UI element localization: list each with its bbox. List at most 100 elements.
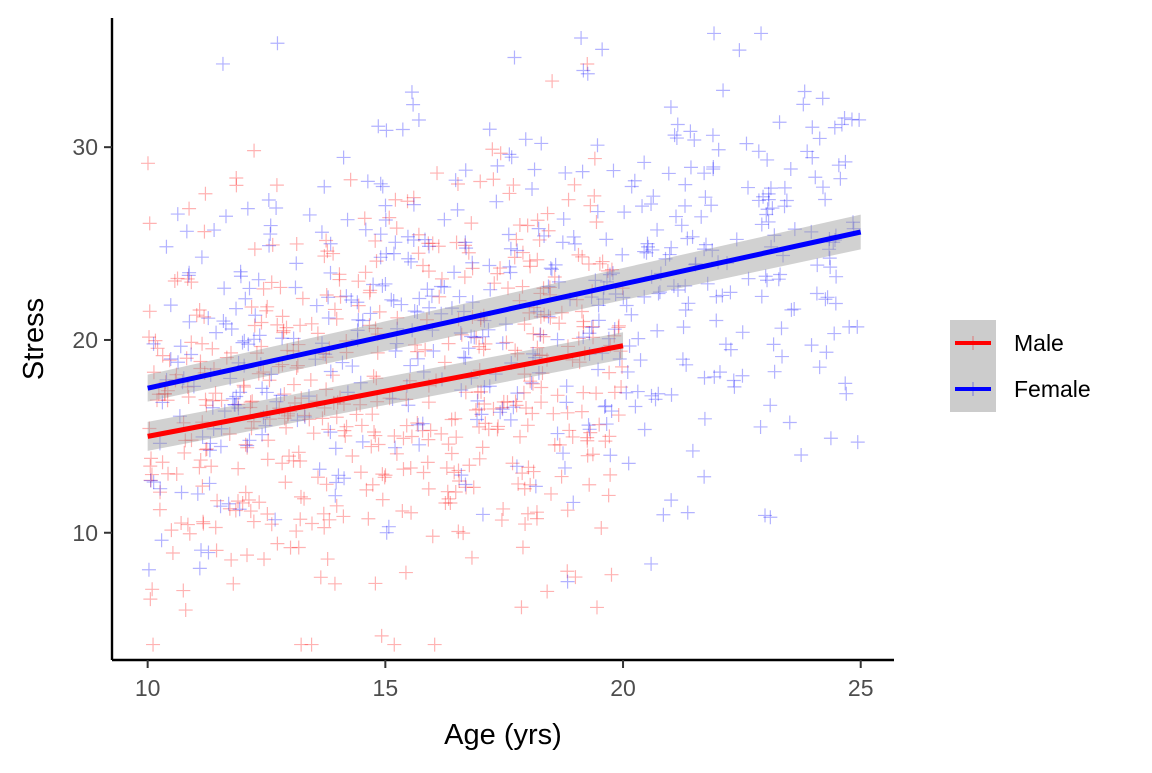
point-marker: [489, 194, 504, 209]
legend: Male Female: [950, 320, 1091, 412]
point-marker: [581, 256, 596, 271]
point-marker: [157, 387, 172, 402]
point-marker: [597, 399, 612, 414]
point-marker: [151, 387, 166, 402]
point-marker: [496, 501, 511, 516]
point-marker: [366, 277, 381, 292]
point-marker: [452, 289, 467, 304]
point-marker: [517, 367, 532, 382]
point-marker: [239, 548, 254, 563]
point-marker: [268, 512, 283, 527]
point-marker: [574, 30, 589, 45]
point-marker: [815, 180, 830, 195]
point-marker: [368, 576, 383, 591]
point-marker: [357, 211, 372, 226]
point-marker: [534, 136, 549, 151]
point-marker: [262, 373, 277, 388]
point-marker: [707, 26, 722, 41]
point-marker: [209, 543, 224, 558]
point-marker: [176, 583, 191, 598]
point-marker: [470, 385, 485, 400]
point-marker: [247, 318, 262, 333]
point-marker: [512, 429, 527, 444]
point-marker: [322, 512, 337, 527]
point-marker: [437, 212, 452, 227]
point-marker: [475, 507, 490, 522]
point-marker: [143, 459, 158, 474]
point-marker: [587, 188, 602, 203]
point-marker: [541, 309, 556, 324]
point-marker: [760, 273, 775, 288]
point-marker: [619, 298, 634, 313]
point-marker: [498, 317, 513, 332]
point-marker: [837, 110, 852, 125]
point-marker: [477, 397, 492, 412]
point-marker: [465, 255, 480, 270]
point-marker: [243, 504, 258, 519]
point-marker: [718, 337, 733, 352]
point-marker: [319, 382, 334, 397]
point-marker: [355, 313, 370, 328]
point-marker: [277, 387, 292, 402]
point-marker: [475, 329, 490, 344]
point-marker: [651, 386, 666, 401]
point-marker: [247, 242, 262, 257]
point-marker: [808, 170, 823, 185]
x-tick-label: 25: [848, 675, 874, 701]
point-marker: [233, 269, 248, 284]
point-marker: [233, 385, 248, 400]
point-marker: [619, 385, 634, 400]
point-marker: [759, 207, 774, 222]
x-tick-label: 10: [135, 675, 161, 701]
point-marker: [256, 365, 271, 380]
point-marker: [637, 155, 652, 170]
point-marker: [362, 285, 377, 300]
point-marker: [416, 465, 431, 480]
point-marker: [516, 385, 531, 400]
point-marker: [241, 337, 256, 352]
point-marker: [199, 441, 214, 456]
point-marker: [753, 419, 768, 434]
x-axis-title: Age (yrs): [444, 719, 562, 751]
point-marker: [694, 209, 709, 224]
point-marker: [514, 600, 529, 615]
point-marker: [173, 339, 188, 354]
point-marker: [310, 470, 325, 485]
point-marker: [421, 432, 436, 447]
point-marker: [517, 317, 532, 332]
point-marker: [782, 415, 797, 430]
point-marker: [249, 346, 264, 361]
point-marker: [193, 453, 208, 468]
point-marker: [607, 322, 622, 337]
point-marker: [494, 513, 509, 528]
point-marker: [726, 373, 741, 388]
point-marker: [243, 395, 258, 410]
point-marker: [510, 386, 525, 401]
point-marker: [515, 279, 530, 294]
point-marker: [705, 128, 720, 143]
point-marker: [314, 225, 329, 240]
point-marker: [528, 479, 543, 494]
point-marker: [787, 222, 802, 237]
point-marker: [399, 392, 414, 407]
point-marker: [607, 385, 622, 400]
point-marker: [290, 358, 305, 373]
point-marker: [441, 491, 456, 506]
point-marker: [599, 232, 614, 247]
point-marker: [401, 251, 416, 266]
point-marker: [458, 238, 473, 253]
point-marker: [552, 316, 567, 331]
point-marker: [275, 331, 290, 346]
point-marker: [652, 285, 667, 300]
point-marker: [319, 350, 334, 365]
point-marker: [732, 43, 747, 58]
point-marker: [438, 495, 453, 510]
point-marker: [628, 399, 643, 414]
point-marker: [159, 239, 174, 254]
point-marker: [229, 178, 244, 193]
point-marker: [355, 434, 370, 449]
point-marker: [146, 365, 161, 380]
point-marker: [509, 398, 524, 413]
point-marker: [373, 227, 388, 242]
